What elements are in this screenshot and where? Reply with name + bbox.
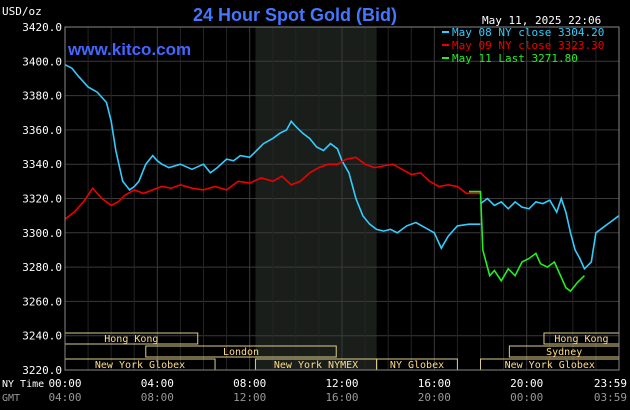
grid-lines xyxy=(64,26,620,371)
series-line xyxy=(480,195,620,271)
session-label: Sydney xyxy=(546,347,582,358)
session-box xyxy=(145,345,337,358)
y-tick-label: 3320.0 xyxy=(22,193,62,206)
x-tick-label-ny: 20:00 xyxy=(510,377,543,390)
series-line xyxy=(64,63,481,250)
session-label: New York NYMEX xyxy=(274,360,358,371)
x-tick-label-ny: 12:00 xyxy=(325,377,358,390)
y-tick-label: 3380.0 xyxy=(22,90,62,103)
series-line xyxy=(469,190,585,293)
y-tick-label: 3280.0 xyxy=(22,261,62,274)
session-label: New York Globex xyxy=(505,360,595,371)
x-tick-label-gmt: 16:00 xyxy=(325,391,358,404)
y-tick-label: 3300.0 xyxy=(22,227,62,240)
price-series xyxy=(64,63,620,293)
x-tick-label-ny: 08:00 xyxy=(233,377,266,390)
x-tick-label-gmt: 03:59 xyxy=(594,391,627,404)
y-axis-ticks: 3420.0 3400.0 3380.0 3360.0 3340.0 3320.0 3300… xyxy=(22,21,62,377)
plot-frame xyxy=(64,26,620,371)
legend-entry: May 11 Last 3271.80 xyxy=(452,52,578,65)
x-tick-label-gmt: 00:00 xyxy=(510,391,543,404)
x-tick-label-ny: 23:59 xyxy=(594,377,627,390)
y-tick-label: 3400.0 xyxy=(22,55,62,68)
x-tick-label-ny: 00:00 xyxy=(48,377,81,390)
session-label: New York Globex xyxy=(95,360,185,371)
session-label: Hong Kong xyxy=(554,334,608,345)
y-tick-label: 3420.0 xyxy=(22,21,62,34)
session-label: Hong Kong xyxy=(104,334,158,345)
x-tick-label-gmt: 20:00 xyxy=(418,391,451,404)
x-tick-label-ny: 16:00 xyxy=(418,377,451,390)
legend-entry: May 08 NY close 3304.20 xyxy=(452,26,604,39)
session-label: NY Globex xyxy=(390,360,444,371)
x-tick-label-gmt: 04:00 xyxy=(48,391,81,404)
series-line xyxy=(64,156,481,220)
y-tick-label: 3240.0 xyxy=(22,330,62,343)
y-tick-label: 3260.0 xyxy=(22,295,62,308)
gmt-label: GMT xyxy=(2,393,20,404)
y-tick-label: 3360.0 xyxy=(22,124,62,137)
timestamp: May 11, 2025 22:06 xyxy=(482,14,601,27)
ny-time-label: NY Time xyxy=(2,379,44,390)
trading-sessions: Hong Kong London New York Globex New York N… xyxy=(64,332,620,371)
y-tick-label: 3220.0 xyxy=(22,364,62,377)
y-tick-label: 3340.0 xyxy=(22,158,62,171)
kitco-url: www.kitco.com xyxy=(67,40,191,59)
y-axis-label: USD/oz xyxy=(2,5,42,18)
session-label: London xyxy=(223,347,259,358)
x-tick-label-gmt: 12:00 xyxy=(233,391,266,404)
x-axis-ticks: 00:0004:0004:0008:0008:0012:0012:0016:00… xyxy=(48,377,627,404)
legend-entry: May 09 NY close 3323.30 xyxy=(452,39,604,52)
x-tick-label-ny: 04:00 xyxy=(141,377,174,390)
chart-title: 24 Hour Spot Gold (Bid) xyxy=(193,5,397,25)
x-tick-label-gmt: 08:00 xyxy=(141,391,174,404)
